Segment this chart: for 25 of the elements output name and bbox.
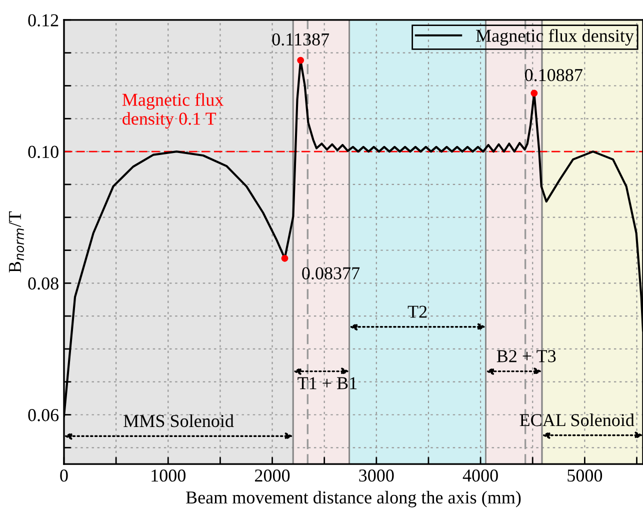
ref-line-label: Magnetic flux density 0.1 T [122, 92, 224, 129]
x-tick-label: 3000 [359, 469, 394, 482]
annotation: 0.10887 [524, 69, 582, 82]
point [530, 90, 538, 97]
annotation: 0.11387 [272, 33, 330, 46]
band-label: ECAL Solenoid [520, 414, 634, 426]
x-axis-title: Beam movement distance along the axis (mm) [186, 490, 521, 508]
y-tick-label: 0.06 [28, 409, 59, 422]
y-tick-label: 0.08 [28, 277, 58, 290]
x-tick-label: 2000 [254, 469, 290, 482]
band-label: MMS Solenoid [124, 414, 234, 428]
point [281, 254, 288, 262]
y-axis-title: B$_{norm}$/T [8, 211, 24, 273]
band-label: B2 + T3 [496, 350, 556, 362]
y-tick-label: 0.10 [28, 146, 58, 158]
x-tick-label: 5000 [568, 469, 602, 482]
x-tick-label: 0 [60, 469, 68, 482]
x-tick-label: 1000 [152, 469, 186, 482]
legend-label: Magnetic flux density [476, 28, 634, 46]
point [297, 56, 304, 64]
annotation: 0.08377 [302, 267, 360, 280]
band-label: T2 [408, 306, 427, 318]
x-tick-label: 4000 [462, 469, 498, 482]
band-label: T1 + B1 [298, 377, 357, 390]
y-tick-label: 0.12 [28, 14, 58, 26]
